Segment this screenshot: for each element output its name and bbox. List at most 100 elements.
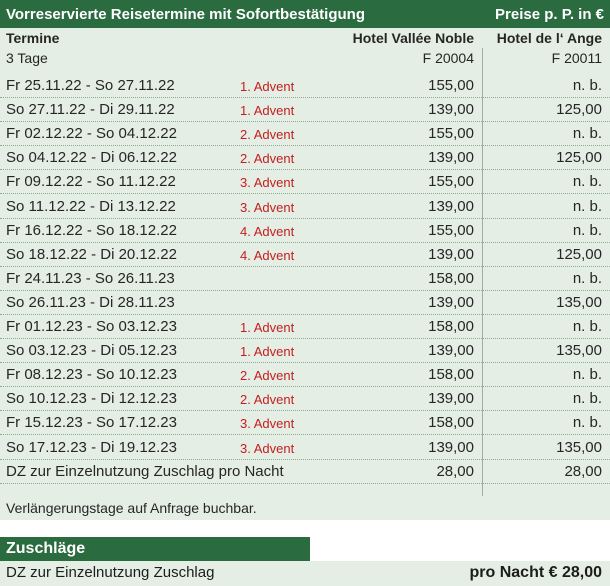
row-price-hotel2: n. b.	[572, 197, 602, 215]
table-row: So 11.12.22 - Di 13.12.22 3. Advent 139,00…	[0, 195, 610, 219]
row-price-hotel1: 155,00	[428, 77, 474, 94]
table-row: Fr 01.12.23 - So 03.12.23 1. Advent 158,00…	[0, 315, 610, 339]
row-advent-label: 1. Advent	[240, 103, 295, 119]
table-title: Vorreservierte Reisetermine mit Sofortbe…	[6, 5, 365, 23]
row-price-hotel2: n. b.	[572, 269, 602, 287]
row-price-hotel1: 139,00	[428, 149, 474, 167]
row-price-hotel2: n. b.	[572, 390, 602, 408]
table-row: So 04.12.22 - Di 06.12.22 2. Advent 139,00…	[0, 146, 610, 171]
row-price-hotel1: 139,00	[428, 390, 474, 408]
row-price-hotel1: 139,00	[428, 342, 474, 360]
row-date: Fr 24.11.23 - So 26.11.23	[6, 269, 175, 287]
zuschlaege-row: DZ zur Einzelnutzung Zuschlag pro Nacht …	[0, 561, 610, 586]
row-date: Fr 09.12.22 - So 11.12.22	[6, 173, 176, 191]
row-date: Fr 15.12.23 - So 17.12.23	[6, 414, 177, 432]
row-date: DZ zur Einzelnutzung Zuschlag pro Nacht	[6, 462, 284, 480]
table-row: So 10.12.23 - Di 12.12.23 2. Advent 139,00…	[0, 387, 610, 412]
zuschlaege-header: Zuschläge	[0, 537, 310, 561]
table-row: Fr 24.11.23 - So 26.11.23 158,00 n. b.	[0, 267, 610, 291]
row-date: Fr 08.12.23 - So 10.12.23	[6, 366, 177, 384]
row-price-hotel2: 135,00	[556, 293, 602, 311]
row-price-hotel1: 139,00	[428, 438, 474, 456]
table-row: DZ zur Einzelnutzung Zuschlag pro Nacht 2…	[0, 460, 610, 484]
row-advent-label: 4. Advent	[240, 223, 295, 239]
row-advent-label: 3. Advent	[240, 175, 295, 191]
row-price-hotel1: 158,00	[428, 366, 474, 384]
row-date: So 26.11.23 - Di 28.11.23	[6, 293, 175, 311]
zuschlag-value: pro Nacht € 28,00	[469, 564, 603, 581]
row-price-hotel2: 135,00	[556, 342, 602, 360]
table-row: Fr 02.12.22 - So 04.12.22 2. Advent 155,00…	[0, 122, 610, 147]
row-price-hotel1: 139,00	[428, 197, 474, 215]
row-date: So 04.12.22 - Di 06.12.22	[6, 149, 177, 167]
table-body: Termine Hotel Vallée Noble Hotel de l‘ A…	[0, 28, 610, 520]
table-header-bar: Vorreservierte Reisetermine mit Sofortbe…	[0, 0, 610, 28]
row-date: So 17.12.23 - Di 19.12.23	[6, 438, 177, 456]
table-row: So 17.12.23 - Di 19.12.23 3. Advent 139,00…	[0, 436, 610, 460]
col-hotel1: Hotel Vallée Noble	[352, 30, 474, 46]
row-price-hotel2: n. b.	[572, 366, 602, 384]
row-price-hotel2: n. b.	[572, 125, 602, 143]
col-tage: 3 Tage	[6, 50, 48, 66]
row-advent-label: 1. Advent	[240, 344, 295, 360]
col-termine: Termine	[6, 30, 60, 46]
row-price-hotel2: n. b.	[572, 221, 602, 239]
row-price-hotel2: 125,00	[556, 149, 602, 167]
row-price-hotel1: 155,00	[428, 221, 474, 239]
extension-note: Verlängerungstage auf Anfrage buchbar.	[6, 500, 257, 516]
col-hotel2-code: F 20011	[551, 50, 602, 66]
row-price-hotel1: 139,00	[428, 293, 474, 311]
row-price-hotel2: 125,00	[556, 101, 602, 119]
row-price-hotel2: n. b.	[572, 414, 602, 432]
row-price-hotel2: n. b.	[572, 173, 602, 191]
row-date: Fr 16.12.22 - So 18.12.22	[6, 221, 177, 239]
row-date: So 27.11.22 - Di 29.11.22	[6, 101, 175, 119]
row-price-hotel2: 125,00	[556, 245, 602, 263]
row-advent-label: 4. Advent	[240, 247, 295, 263]
row-advent-label: 3. Advent	[240, 199, 295, 215]
row-price-hotel2: 28,00	[564, 462, 602, 480]
table-row: Fr 25.11.22 - So 27.11.22 1. Advent 155,00…	[0, 74, 610, 98]
row-advent-label: 1. Advent	[240, 79, 295, 94]
table-row: So 26.11.23 - Di 28.11.23 139,00 135,00	[0, 291, 610, 315]
row-date: So 18.12.22 - Di 20.12.22	[6, 245, 177, 263]
row-price-hotel1: 158,00	[428, 414, 474, 432]
row-date: Fr 01.12.23 - So 03.12.23	[6, 318, 177, 335]
row-price-hotel1: 158,00	[428, 318, 474, 335]
row-advent-label: 3. Advent	[240, 416, 295, 432]
price-note: Preise p. P. in €	[495, 5, 604, 23]
table-row: Fr 15.12.23 - So 17.12.23 3. Advent 158,00…	[0, 411, 610, 436]
row-price-hotel1: 28,00	[436, 462, 474, 480]
table-row: So 18.12.22 - Di 20.12.22 4. Advent 139,00…	[0, 243, 610, 267]
row-price-hotel1: 139,00	[428, 245, 474, 263]
column-divider	[482, 48, 483, 496]
table-row: So 27.11.22 - Di 29.11.22 1. Advent 139,00…	[0, 98, 610, 123]
row-date: So 10.12.23 - Di 12.12.23	[6, 390, 177, 408]
row-advent-label: 2. Advent	[240, 392, 295, 408]
row-price-hotel1: 139,00	[428, 101, 474, 119]
col-hotel1-code: F 20004	[422, 50, 474, 66]
row-advent-label: 1. Advent	[240, 320, 295, 335]
table-row: Fr 16.12.22 - So 18.12.22 4. Advent 155,00…	[0, 219, 610, 243]
row-date: So 11.12.22 - Di 13.12.22	[6, 197, 176, 215]
table-row: Fr 09.12.22 - So 11.12.22 3. Advent 155,00…	[0, 170, 610, 195]
row-price-hotel1: 155,00	[428, 125, 474, 143]
table-row: So 03.12.23 - Di 05.12.23 1. Advent 139,00…	[0, 339, 610, 364]
row-price-hotel1: 158,00	[428, 269, 474, 287]
column-header-row-1: Termine Hotel Vallée Noble Hotel de l‘ A…	[0, 28, 610, 48]
row-date: Fr 25.11.22 - So 27.11.22	[6, 77, 175, 94]
row-advent-label: 3. Advent	[240, 440, 295, 456]
zuschlag-label: DZ zur Einzelnutzung Zuschlag	[6, 564, 215, 581]
row-advent-label: 2. Advent	[240, 151, 295, 167]
row-date: Fr 02.12.22 - So 04.12.22	[6, 125, 177, 143]
row-advent-label: 2. Advent	[240, 127, 295, 143]
row-date: So 03.12.23 - Di 05.12.23	[6, 342, 177, 360]
row-price-hotel1: 155,00	[428, 173, 474, 191]
row-price-hotel2: n. b.	[572, 77, 602, 94]
col-hotel2: Hotel de l‘ Ange	[496, 30, 602, 46]
row-advent-label: 2. Advent	[240, 368, 295, 384]
row-price-hotel2: 135,00	[556, 438, 602, 456]
table-row: Fr 08.12.23 - So 10.12.23 2. Advent 158,00…	[0, 363, 610, 388]
column-header-row-2: 3 Tage F 20004 F 20011	[0, 48, 610, 68]
